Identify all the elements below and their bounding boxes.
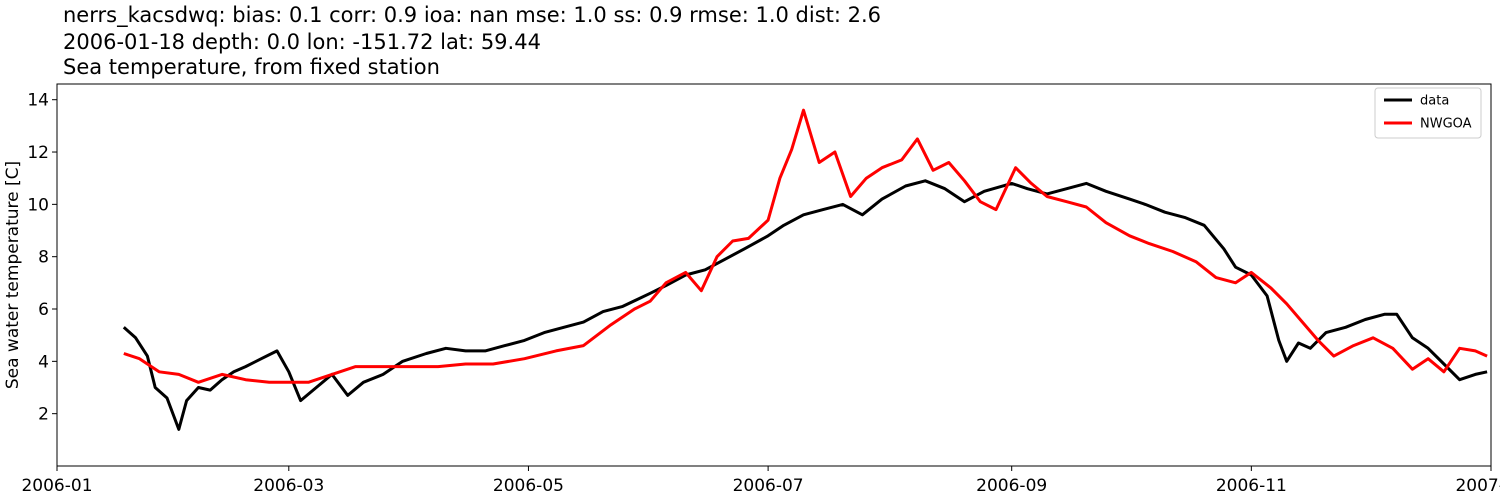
x-tick-label: 2006-05 (493, 476, 564, 496)
plot-area (122, 108, 1488, 431)
x-tick-label: 2006-11 (1216, 476, 1287, 496)
y-tick-label: 2 (38, 405, 49, 425)
y-tick-label: 12 (27, 143, 49, 163)
chart-title-line-3: Sea temperature, from fixed station (63, 55, 440, 79)
y-tick-label: 4 (38, 352, 49, 372)
y-tick-label: 14 (27, 91, 49, 111)
x-tick-label: 2007-01 (1455, 476, 1500, 496)
x-axis: 2006-01 2006-03 2006-05 2006-07 2006-09 2006-… (21, 466, 1500, 496)
series-line-nwgoa (123, 108, 1488, 384)
y-tick-label: 8 (38, 248, 49, 268)
legend-label: NWGOA (1420, 117, 1472, 132)
legend-label: data (1420, 94, 1449, 109)
y-tick-label: 6 (38, 300, 49, 320)
axes-frame (56, 83, 1492, 467)
y-tick-label: 10 (27, 195, 49, 215)
x-tick-label: 2006-09 (976, 476, 1047, 496)
x-tick-label: 2006-01 (21, 476, 92, 496)
x-tick-label: 2006-07 (733, 476, 804, 496)
y-axis-label: Sea water temperature [C] (3, 161, 23, 389)
x-tick-label: 2006-03 (253, 476, 324, 496)
legend: data NWGOA (1374, 87, 1482, 139)
series-line-data (122, 179, 1488, 431)
y-axis: 2 4 6 8 10 12 14 (27, 91, 57, 425)
chart-title-line-1: nerrs_kacsdwq: bias: 0.1 corr: 0.9 ioa: … (63, 3, 882, 27)
chart-title-line-2: 2006-01-18 depth: 0.0 lon: -151.72 lat: … (63, 30, 541, 54)
